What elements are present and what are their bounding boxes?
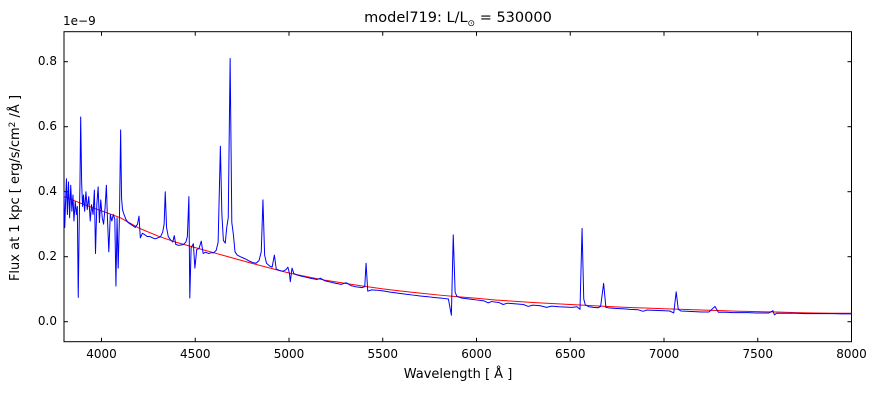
tick-marks (64, 31, 852, 342)
chart-title: model719: L/L⊙ = 530000 (64, 10, 852, 29)
x-tick-label: 4500 (179, 346, 211, 361)
y-tick-label: 0.2 (37, 248, 57, 263)
title-value: = 530000 (475, 10, 552, 26)
x-axis-label: Wavelength [ Å ] (403, 367, 513, 382)
y-label-unit: /Å ] (8, 94, 23, 122)
x-tick-label: 6500 (554, 346, 586, 361)
continuum-fit-line (63, 196, 852, 314)
model-spectrum-line (63, 57, 852, 316)
y-axis-offset-label: 1e−9 (63, 14, 96, 28)
y-label-text: Flux at 1 kpc [ erg/s/cm (8, 127, 23, 282)
y-tick-label: 0.6 (37, 118, 57, 133)
sun-symbol: ⊙ (467, 19, 476, 29)
x-tick-label: 8000 (836, 346, 867, 361)
plot-frame (63, 31, 852, 343)
x-tick-label: 6000 (461, 346, 492, 361)
x-tick-label: 7000 (648, 346, 680, 361)
x-tick-label: 7500 (742, 346, 774, 361)
series-lines (63, 57, 852, 316)
y-label-superscript: 2 (8, 121, 18, 128)
y-axis-label: Flux at 1 kpc [ erg/s/cm2 /Å ] (8, 48, 24, 328)
title-text: model719: L/L (364, 10, 468, 26)
x-tick-label: 5500 (367, 346, 399, 361)
y-tick-label: 0.8 (37, 53, 57, 68)
x-tick-label: 5000 (273, 346, 305, 361)
y-tick-label: 0.4 (37, 183, 57, 198)
y-tick-label: 0.0 (37, 313, 57, 328)
x-tick-label: 4000 (86, 346, 117, 361)
